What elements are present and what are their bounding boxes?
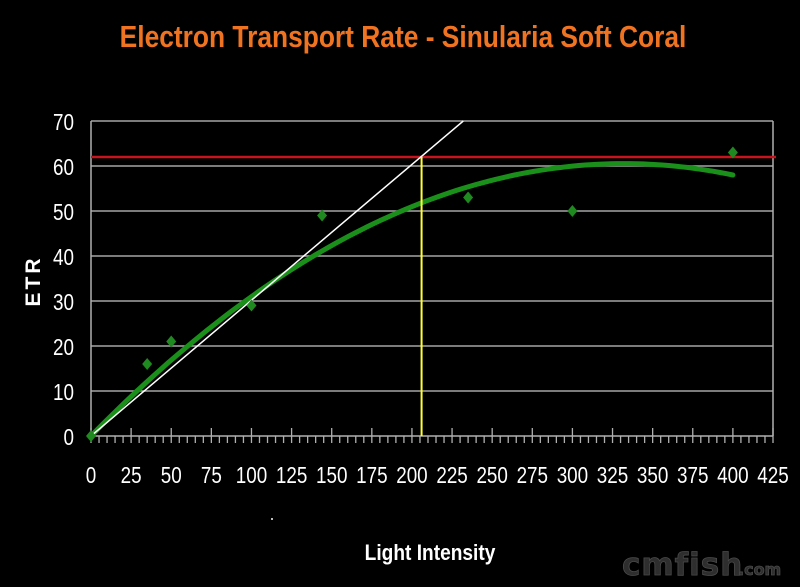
y-tick-label: 60 [53,155,74,180]
axes [90,121,774,443]
diamond-marker [727,146,738,159]
x-tick-label: 125 [276,463,307,488]
diamond-marker [246,299,257,312]
x-tick-label: 50 [161,463,182,488]
stray-dot [271,518,273,520]
diamond-marker [86,430,96,442]
y-tick-label: 40 [53,245,74,270]
x-tick-labels: 0 25 50 75 100 125 150 175 200 225 250 275 300 325 350… [86,463,789,488]
watermark-text: cmfish [622,547,743,583]
x-tick-label: 425 [757,463,788,488]
x-tick-label: 0 [86,463,96,488]
watermark-logo: cmfish .com [622,547,782,584]
diamond-marker [567,205,578,217]
y-tick-labels: 0 10 20 30 40 50 60 70 [53,110,74,450]
y-tick-label: 20 [53,335,74,360]
chart-title: Electron Transport Rate - Sinularia Soft… [119,19,687,54]
x-tick-label: 75 [201,463,222,488]
watermark-suffix: .com [738,560,781,579]
x-tick-label: 225 [436,463,467,488]
gridlines [91,120,773,392]
y-tick-label: 10 [53,380,74,405]
y-tick-label: 50 [53,200,74,225]
x-tick-label: 375 [677,463,708,488]
y-tick-label: 30 [53,290,74,315]
x-tick-label: 25 [121,463,142,488]
y-tick-label: 70 [53,110,74,135]
x-tick-label: 400 [717,463,748,488]
x-tick-label: 350 [637,463,668,488]
x-tick-label: 250 [476,463,507,488]
x-tick-label: 175 [356,463,387,488]
diamond-marker [142,358,153,370]
diamond-marker [166,335,177,348]
x-tick-label: 200 [396,463,427,488]
x-axis-label: Light Intensity [365,541,496,566]
diamond-marker [317,209,328,222]
trendline-curve [88,161,736,439]
data-points [86,146,738,442]
x-tick-label: 150 [316,463,347,488]
x-tick-label: 275 [517,463,548,488]
slope-segment [90,120,464,437]
x-tick-label: 100 [236,463,267,488]
y-tick-label: 0 [64,425,74,450]
trendline [88,161,736,439]
x-tick-label: 300 [557,463,588,488]
diamond-marker [463,191,474,204]
initial-slope-line [90,120,464,437]
x-tick-label: 325 [597,463,628,488]
y-axis-label: ETR [22,256,45,307]
